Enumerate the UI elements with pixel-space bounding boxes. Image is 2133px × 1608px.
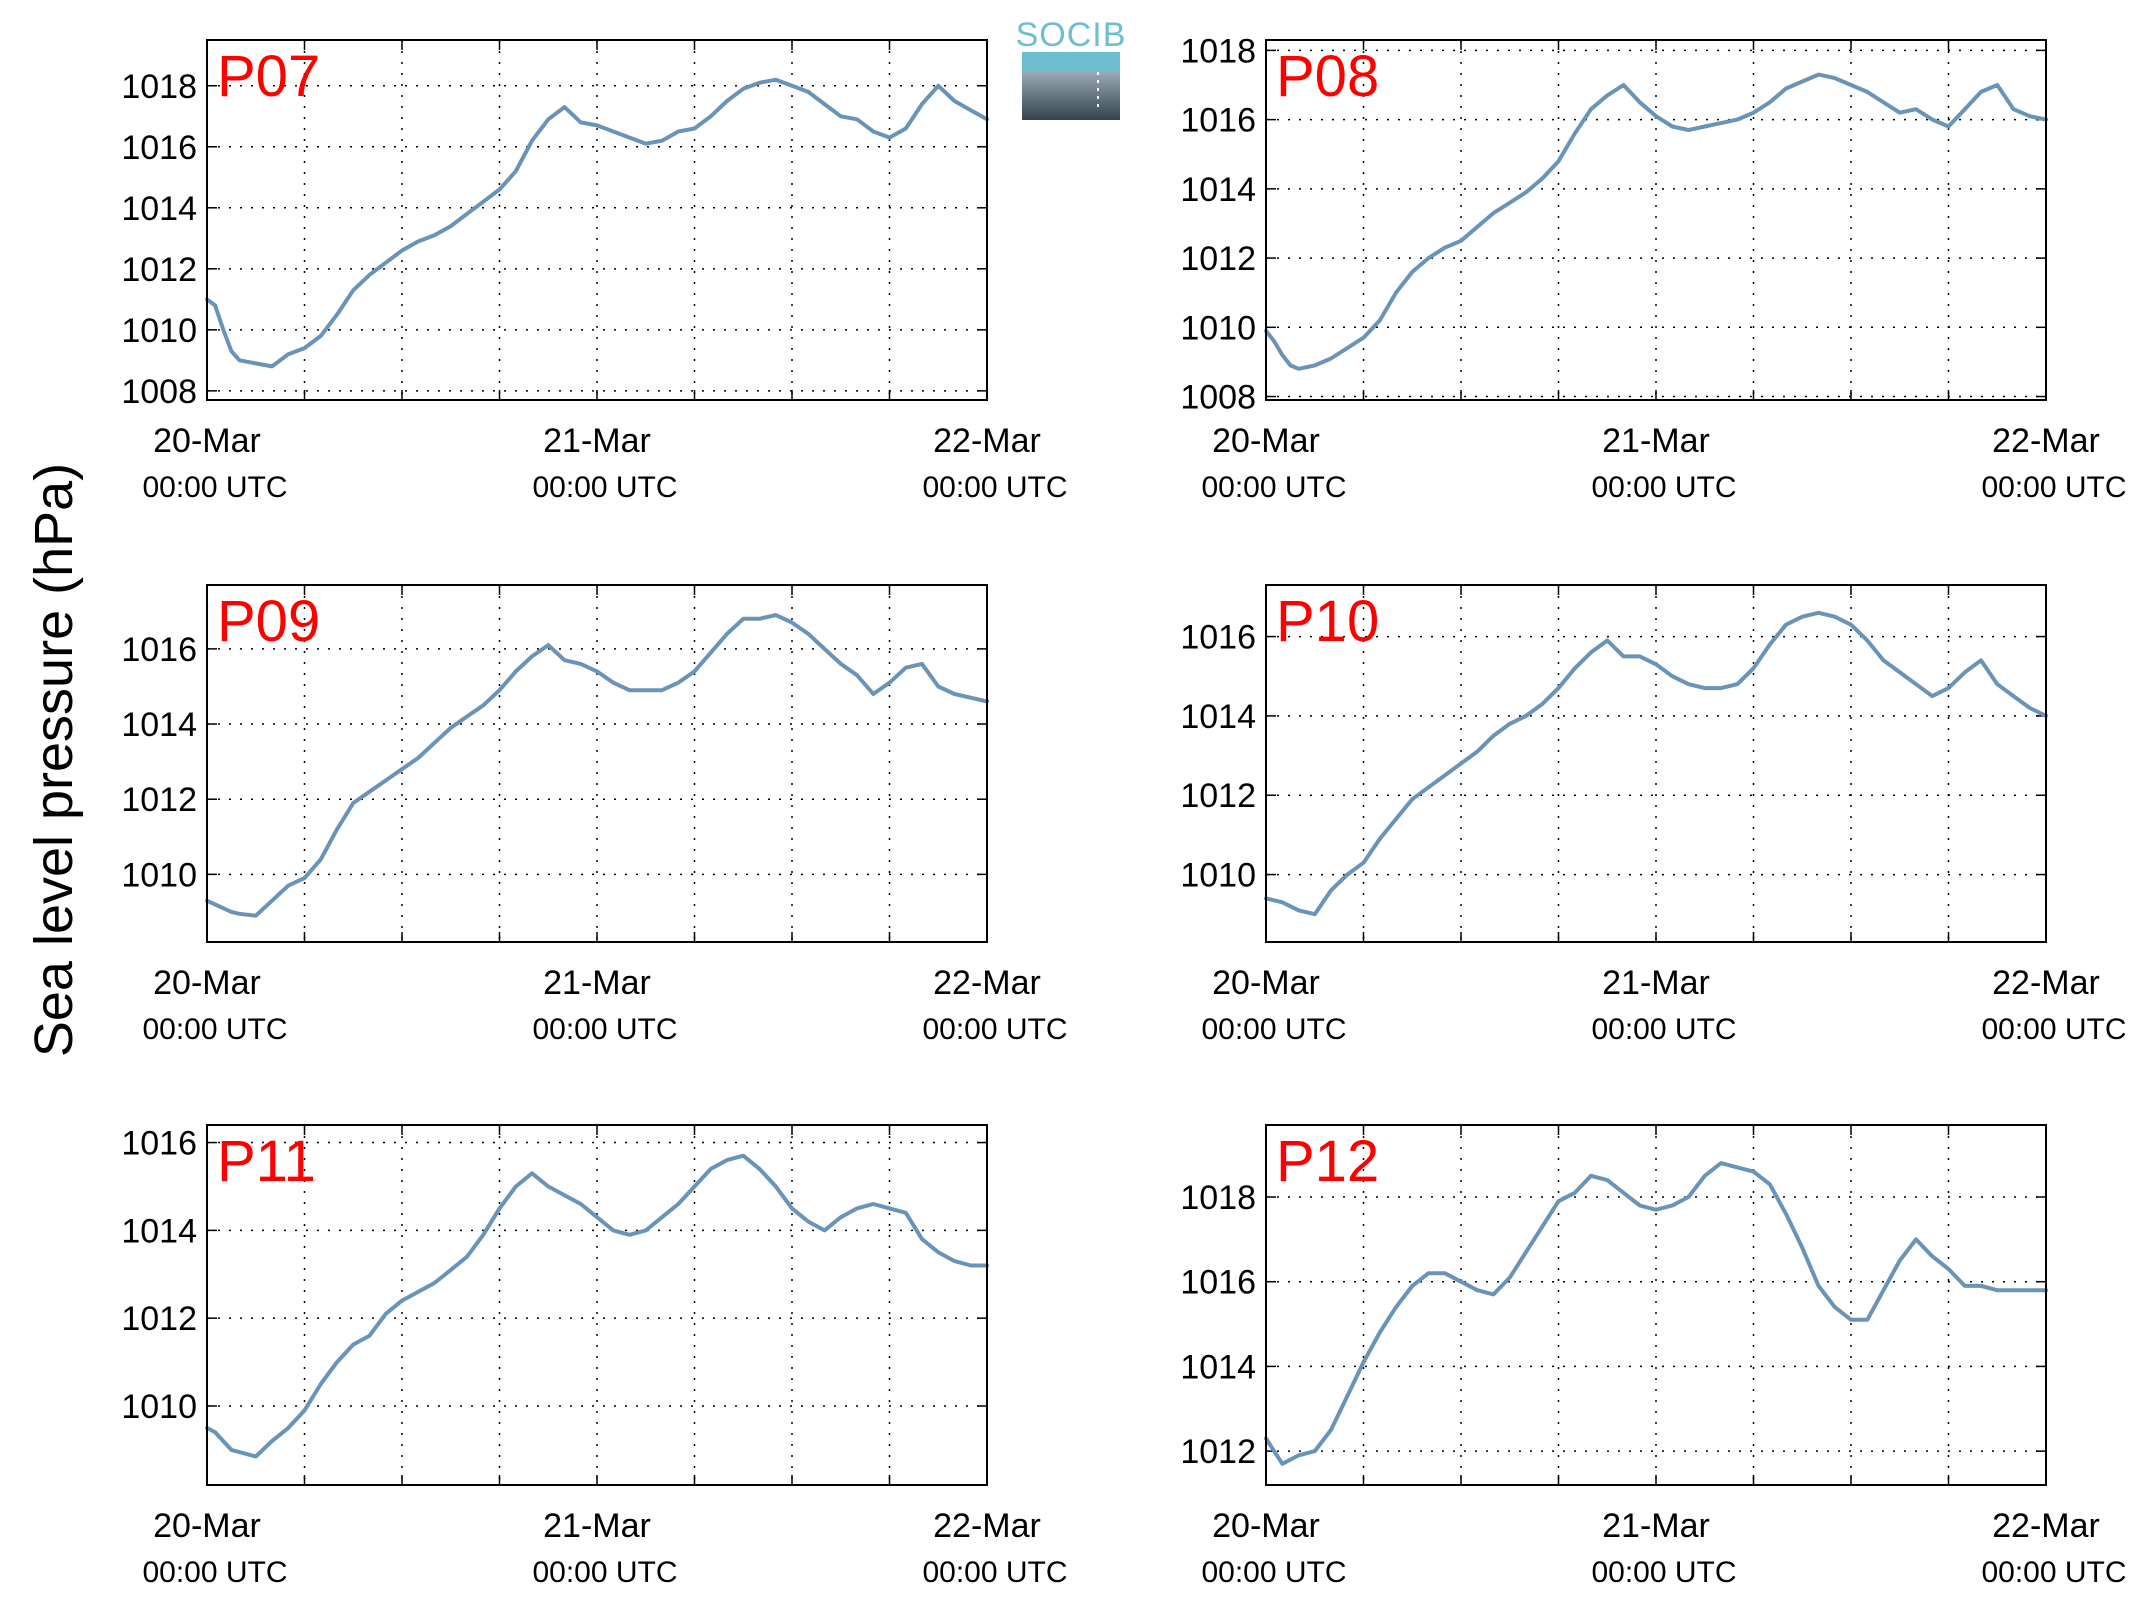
y-tick-label: 1012 (121, 781, 197, 819)
x-tick-time-label: 00:00 UTC (922, 1556, 1067, 1589)
y-tick-label: 1012 (1180, 240, 1256, 278)
plot-area (207, 1125, 987, 1485)
y-tick-label: 1012 (1180, 777, 1256, 815)
chart-panel-p11: 1010 1012 1014 1016 20-Mar 00:00 UTC 21-Mar 00:… (121, 1124, 1068, 1589)
x-tick-time-label: 00:00 UTC (142, 1556, 287, 1589)
y-tick-label: 1010 (121, 312, 197, 350)
series-line-p07 (205, 77, 989, 369)
y-axis-label: Sea level pressure (hPa) (24, 463, 84, 1057)
plot-frame (1265, 39, 2047, 401)
x-tick-time-label: 00:00 UTC (1201, 1013, 1346, 1046)
panel-label: P08 (1276, 44, 1379, 109)
x-tick-date-label: 22-Mar (933, 422, 1041, 460)
x-tick-date-label: 20-Mar (153, 1507, 261, 1545)
x-tick-date-label: 20-Mar (153, 964, 261, 1002)
y-tick-label: 1014 (1180, 171, 1256, 209)
x-tick-time-label: 00:00 UTC (142, 1013, 287, 1046)
y-tick-label: 1012 (121, 1300, 197, 1338)
x-tick-date-label: 22-Mar (933, 964, 1041, 1002)
y-tick-label: 1010 (121, 856, 197, 894)
chart-panel-p07: 1008 1010 1012 1014 1016 1018 20-Mar 00:00 UTC 2… (121, 39, 1068, 504)
plot-area (1266, 1125, 2046, 1485)
chart-panel-p09: 1010 1012 1014 1016 20-Mar 00:00 UTC 21-Mar 00:… (121, 584, 1068, 1046)
x-tick-date-label: 22-Mar (933, 1507, 1041, 1545)
y-tick-label: 1008 (121, 373, 197, 411)
y-tick-label: 1010 (121, 1388, 197, 1426)
series-line-p11 (205, 1153, 989, 1459)
y-tick-label: 1018 (1180, 1179, 1256, 1217)
plot-area (207, 585, 987, 942)
y-tick-label: 1016 (1180, 619, 1256, 657)
y-tick-label: 1016 (121, 631, 197, 669)
x-tick-time-label: 00:00 UTC (532, 1013, 677, 1046)
y-tick-label: 1008 (1180, 379, 1256, 417)
panel-label: P12 (1276, 1129, 1379, 1194)
socib-logo-text: SOCIB (1016, 16, 1127, 54)
plot-area (1266, 40, 2046, 400)
series-line-p09 (205, 613, 989, 918)
plot-frame (206, 584, 988, 943)
y-tick-label: 1014 (1180, 1348, 1256, 1386)
plot-frame (206, 39, 988, 401)
y-tick-label: 1012 (1180, 1433, 1256, 1471)
plot-frame (1265, 1124, 2047, 1486)
plot-frame (206, 1124, 988, 1486)
x-tick-time-label: 00:00 UTC (142, 471, 287, 504)
x-tick-time-label: 00:00 UTC (1591, 471, 1736, 504)
x-tick-time-label: 00:00 UTC (1981, 1013, 2126, 1046)
x-tick-time-label: 00:00 UTC (922, 1013, 1067, 1046)
panels: 1008 1010 1012 1014 1016 1018 20-Mar 00:00 UTC 2… (121, 32, 2126, 1589)
y-tick-label: 1016 (1180, 1264, 1256, 1302)
panel-label: P09 (217, 589, 320, 654)
plot-frame (1265, 584, 2047, 943)
x-tick-date-label: 20-Mar (1212, 964, 1320, 1002)
panel-label: P07 (217, 44, 320, 109)
y-tick-label: 1010 (1180, 309, 1256, 347)
x-tick-time-label: 00:00 UTC (1201, 471, 1346, 504)
x-tick-time-label: 00:00 UTC (1201, 1556, 1346, 1589)
y-tick-label: 1014 (121, 1212, 197, 1250)
series-line-p08 (1264, 72, 2048, 371)
x-tick-date-label: 21-Mar (1602, 1507, 1710, 1545)
plot-area (1266, 585, 2046, 942)
x-tick-date-label: 21-Mar (543, 422, 651, 460)
x-tick-time-label: 00:00 UTC (532, 1556, 677, 1589)
x-tick-date-label: 22-Mar (1992, 964, 2100, 1002)
x-tick-date-label: 20-Mar (1212, 422, 1320, 460)
x-tick-date-label: 22-Mar (1992, 422, 2100, 460)
x-tick-date-label: 21-Mar (543, 964, 651, 1002)
y-tick-label: 1016 (121, 1125, 197, 1163)
x-tick-date-label: 21-Mar (1602, 422, 1710, 460)
x-tick-time-label: 00:00 UTC (1591, 1556, 1736, 1589)
x-tick-time-label: 00:00 UTC (532, 471, 677, 504)
y-tick-label: 1016 (1180, 102, 1256, 140)
chart-panel-p08: 1008 1010 1012 1014 1016 1018 20-Mar 00:00 UTC 2… (1180, 32, 2126, 504)
y-tick-label: 1014 (121, 190, 197, 228)
chart-panel-p10: 1010 1012 1014 1016 20-Mar 00:00 UTC 21-Mar 00:… (1180, 584, 2127, 1046)
series-line-p12 (1264, 1161, 2048, 1466)
x-tick-date-label: 21-Mar (543, 1507, 651, 1545)
y-tick-label: 1012 (121, 251, 197, 289)
plot-area (207, 40, 987, 400)
x-tick-date-label: 20-Mar (153, 422, 261, 460)
y-tick-label: 1014 (1180, 698, 1256, 736)
x-tick-time-label: 00:00 UTC (1981, 1556, 2126, 1589)
series-line-p10 (1264, 610, 2048, 917)
y-tick-label: 1018 (1180, 32, 1256, 70)
x-tick-date-label: 22-Mar (1992, 1507, 2100, 1545)
x-tick-time-label: 00:00 UTC (1981, 471, 2126, 504)
y-tick-label: 1014 (121, 706, 197, 744)
y-tick-label: 1010 (1180, 857, 1256, 895)
x-tick-date-label: 20-Mar (1212, 1507, 1320, 1545)
y-tick-label: 1018 (121, 68, 197, 106)
panel-label: P10 (1276, 589, 1379, 654)
x-tick-time-label: 00:00 UTC (922, 471, 1067, 504)
panel-label: P11 (217, 1129, 316, 1194)
socib-logo: SOCIB (1016, 16, 1127, 120)
x-tick-date-label: 21-Mar (1602, 964, 1710, 1002)
chart-panel-p12: 1012 1014 1016 1018 20-Mar 00:00 UTC 21-Mar 00:… (1180, 1124, 2127, 1589)
x-tick-time-label: 00:00 UTC (1591, 1013, 1736, 1046)
y-tick-label: 1016 (121, 129, 197, 167)
